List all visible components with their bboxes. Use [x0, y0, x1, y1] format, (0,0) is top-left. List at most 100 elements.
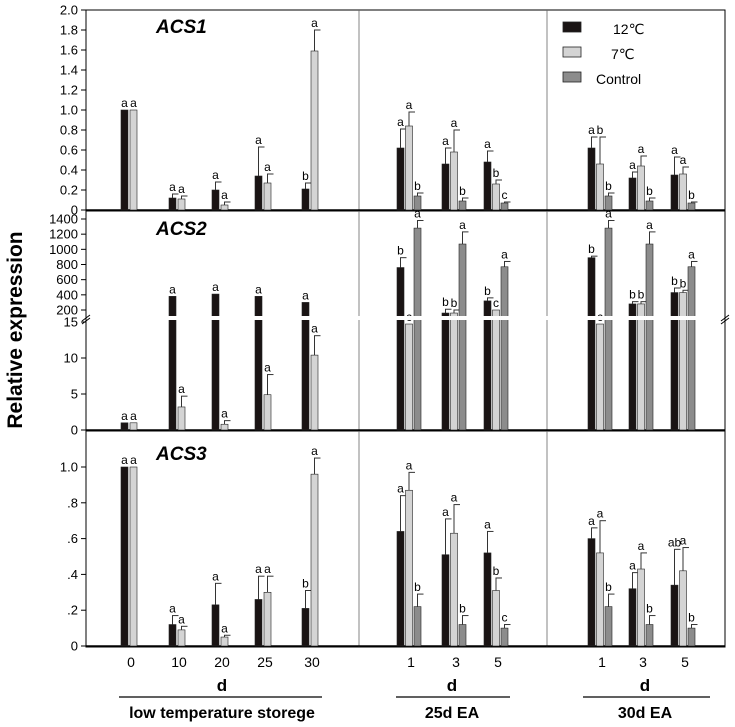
bar: [483, 552, 492, 647]
bar: [177, 198, 186, 211]
bar: [492, 590, 500, 647]
bar: [492, 309, 500, 431]
bar: [120, 422, 129, 431]
bar: [450, 151, 458, 211]
significance-letter: b: [493, 166, 500, 180]
significance-letter: a: [688, 247, 695, 261]
y-tick-label: .4: [67, 567, 78, 582]
significance-letter: b: [588, 242, 595, 256]
significance-letter: a: [221, 621, 228, 635]
significance-letter: b: [493, 564, 500, 578]
significance-letter: a: [178, 382, 185, 396]
x-tick-label: 5: [681, 654, 689, 670]
y-tick-label: 15: [64, 315, 78, 330]
bar: [628, 303, 637, 431]
significance-letter: a: [406, 458, 413, 472]
significance-letter: a: [121, 96, 128, 110]
significance-letter: b: [414, 179, 421, 193]
axis-break-mark: [720, 314, 730, 322]
group-unit-label: d: [217, 676, 227, 695]
significance-letter: a: [680, 534, 687, 548]
bar: [254, 296, 263, 431]
x-tick-label: 3: [639, 654, 647, 670]
bar: [441, 312, 450, 431]
significance-letter: a: [255, 562, 262, 576]
axis-break-mark: [720, 317, 730, 325]
bar: [168, 296, 177, 431]
bar: [458, 624, 467, 647]
bar: [405, 125, 413, 211]
legend-label: Control: [596, 71, 641, 87]
significance-letter: a: [484, 137, 491, 151]
panel-title: ACS1: [155, 17, 207, 38]
bar: [263, 182, 272, 211]
bar: [120, 466, 129, 647]
panel-title: ACS2: [155, 219, 207, 240]
significance-letter: c: [502, 188, 508, 202]
bar: [637, 568, 645, 647]
significance-letter: a: [264, 562, 271, 576]
bar: [645, 243, 654, 431]
bar: [458, 243, 467, 431]
significance-letter: a: [121, 409, 128, 423]
bar: [587, 147, 596, 211]
significance-letter: a: [414, 207, 421, 221]
legend-swatch: [562, 21, 582, 33]
panel-acs1: ACS100.20.40.60.81.01.21.41.61.82.0aaaab…: [60, 3, 726, 218]
significance-letter: a: [638, 142, 645, 156]
significance-letter: a: [605, 207, 612, 221]
significance-letter: ab: [668, 535, 682, 549]
significance-letter: a: [178, 182, 185, 196]
bar: [679, 570, 687, 647]
bar: [396, 147, 405, 211]
significance-letter: a: [397, 482, 404, 496]
significance-letter: c: [493, 296, 499, 310]
bar: [500, 266, 509, 431]
bar: [441, 163, 450, 211]
significance-letter: a: [169, 602, 176, 616]
significance-letter: a: [397, 115, 404, 129]
y-tick-label: 1.4: [60, 63, 78, 78]
bar: [687, 266, 696, 431]
significance-letter: a: [451, 491, 458, 505]
bar: [129, 466, 138, 647]
bar: [670, 584, 679, 647]
x-tick-label: 30: [304, 654, 320, 670]
significance-letter: a: [451, 116, 458, 130]
significance-letter: a: [212, 280, 219, 294]
bar: [483, 161, 492, 211]
bar: [637, 165, 645, 211]
legend-label: 7℃: [611, 46, 635, 62]
bar: [645, 200, 654, 211]
significance-letter: b: [671, 274, 678, 288]
y-tick-label: 1.8: [60, 23, 78, 38]
y-tick-label: 200: [56, 303, 78, 318]
significance-letter: a: [212, 569, 219, 583]
group-unit-label: d: [447, 676, 457, 695]
bar: [177, 629, 186, 647]
significance-letter: a: [264, 160, 271, 174]
bar: [458, 200, 467, 211]
significance-letter: b: [605, 179, 612, 193]
x-tick-label: 1: [407, 654, 415, 670]
bar: [168, 197, 177, 211]
y-tick-label: 2.0: [60, 3, 78, 18]
bar: [211, 604, 220, 647]
significance-letter: a: [442, 134, 449, 148]
bar: [596, 552, 604, 647]
bar: [120, 109, 129, 211]
bar: [220, 423, 229, 431]
significance-letter: a: [169, 180, 176, 194]
significance-letter: a: [130, 453, 137, 467]
bar: [220, 204, 229, 211]
significance-letter: b: [638, 288, 645, 302]
significance-letter: b: [688, 611, 695, 625]
significance-letter: a: [588, 123, 595, 137]
legend-label: 12℃: [613, 21, 644, 37]
bar: [310, 473, 319, 647]
group-unit-label: d: [640, 676, 650, 695]
significance-letter: b: [451, 296, 458, 310]
significance-letter: b: [302, 577, 309, 591]
